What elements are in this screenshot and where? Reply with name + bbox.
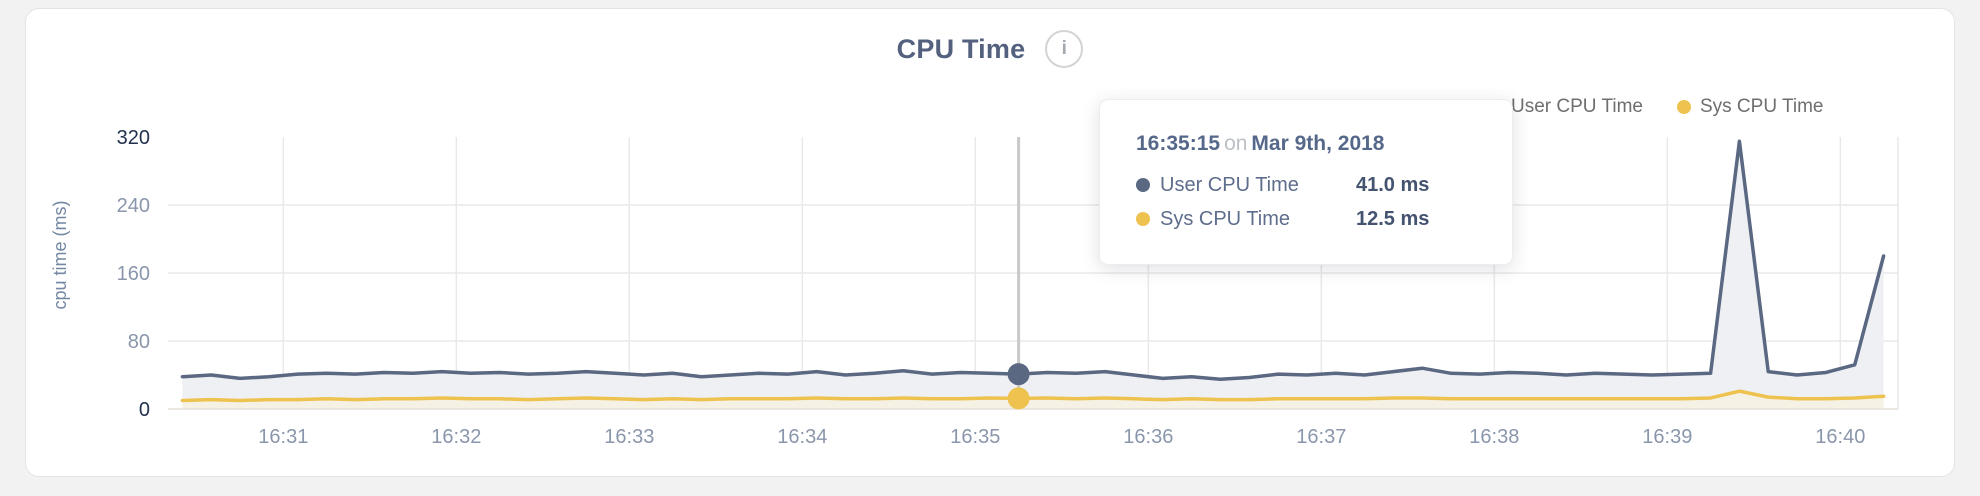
user-hover-dot bbox=[1007, 363, 1030, 386]
tooltip-timestamp: 16:35:15 on Mar 9th, 2018 bbox=[1136, 132, 1476, 156]
x-axis-tick-label: 16:33 bbox=[604, 426, 654, 448]
tooltip-time: 16:35:15 bbox=[1136, 132, 1221, 155]
user-series-line bbox=[180, 139, 1886, 381]
sys-hover-dot bbox=[1007, 387, 1030, 410]
x-axis-tick-label: 16:38 bbox=[1469, 426, 1519, 448]
x-axis-tick-label: 16:35 bbox=[950, 426, 1000, 448]
tooltip-series-label: Sys CPU Time bbox=[1160, 207, 1291, 230]
y-axis-tick-label: 0 bbox=[139, 399, 150, 421]
x-axis-tick-label: 16:36 bbox=[1123, 426, 1173, 448]
legend-label: User CPU Time bbox=[1511, 96, 1643, 117]
y-axis-tick-label: 80 bbox=[128, 331, 150, 353]
info-icon[interactable]: i bbox=[1045, 30, 1084, 68]
x-axis-tick-label: 16:37 bbox=[1296, 426, 1346, 448]
tooltip-conjunction: on bbox=[1224, 132, 1248, 155]
legend-item-sys-cpu-time[interactable]: Sys CPU Time bbox=[1676, 96, 1824, 118]
user-series-dot-icon bbox=[1136, 178, 1150, 192]
x-axis-tick-label: 16:31 bbox=[258, 426, 308, 448]
x-axis-tick-label: 16:40 bbox=[1815, 426, 1865, 448]
chart-title: CPU Time bbox=[896, 33, 1026, 64]
hover-tooltip: 16:35:15 on Mar 9th, 2018 User CPU Time 41… bbox=[1099, 99, 1513, 265]
chart-legend: User CPU Time Sys CPU Time bbox=[1488, 96, 1824, 118]
tooltip-row-user: User CPU Time 41.0 ms bbox=[1136, 168, 1476, 202]
x-axis-tick-label: 16:34 bbox=[777, 426, 827, 448]
sys-series-line bbox=[180, 389, 1886, 403]
user-series-area bbox=[182, 141, 1884, 409]
chart-header: CPU Time i bbox=[0, 30, 1980, 68]
y-axis-title: cpu time (ms) bbox=[50, 200, 70, 309]
x-axis-tick-label: 16:39 bbox=[1642, 426, 1692, 448]
x-axis-tick-label: 16:32 bbox=[431, 426, 481, 448]
y-axis-tick-label: 160 bbox=[117, 263, 150, 285]
sys-series-dot-icon bbox=[1676, 100, 1691, 114]
tooltip-date: Mar 9th, 2018 bbox=[1251, 132, 1385, 155]
sys-series-area bbox=[182, 391, 1884, 409]
tooltip-series-value: 41.0 ms bbox=[1356, 173, 1430, 196]
tooltip-series-value: 12.5 ms bbox=[1356, 207, 1430, 230]
legend-label: Sys CPU Time bbox=[1699, 96, 1824, 117]
tooltip-row-sys: Sys CPU Time 12.5 ms bbox=[1136, 202, 1476, 236]
y-axis-tick-label: 240 bbox=[117, 195, 150, 217]
y-axis-tick-label: 320 bbox=[117, 127, 150, 149]
tooltip-series-label: User CPU Time bbox=[1160, 173, 1299, 196]
sys-series-dot-icon bbox=[1136, 212, 1150, 226]
